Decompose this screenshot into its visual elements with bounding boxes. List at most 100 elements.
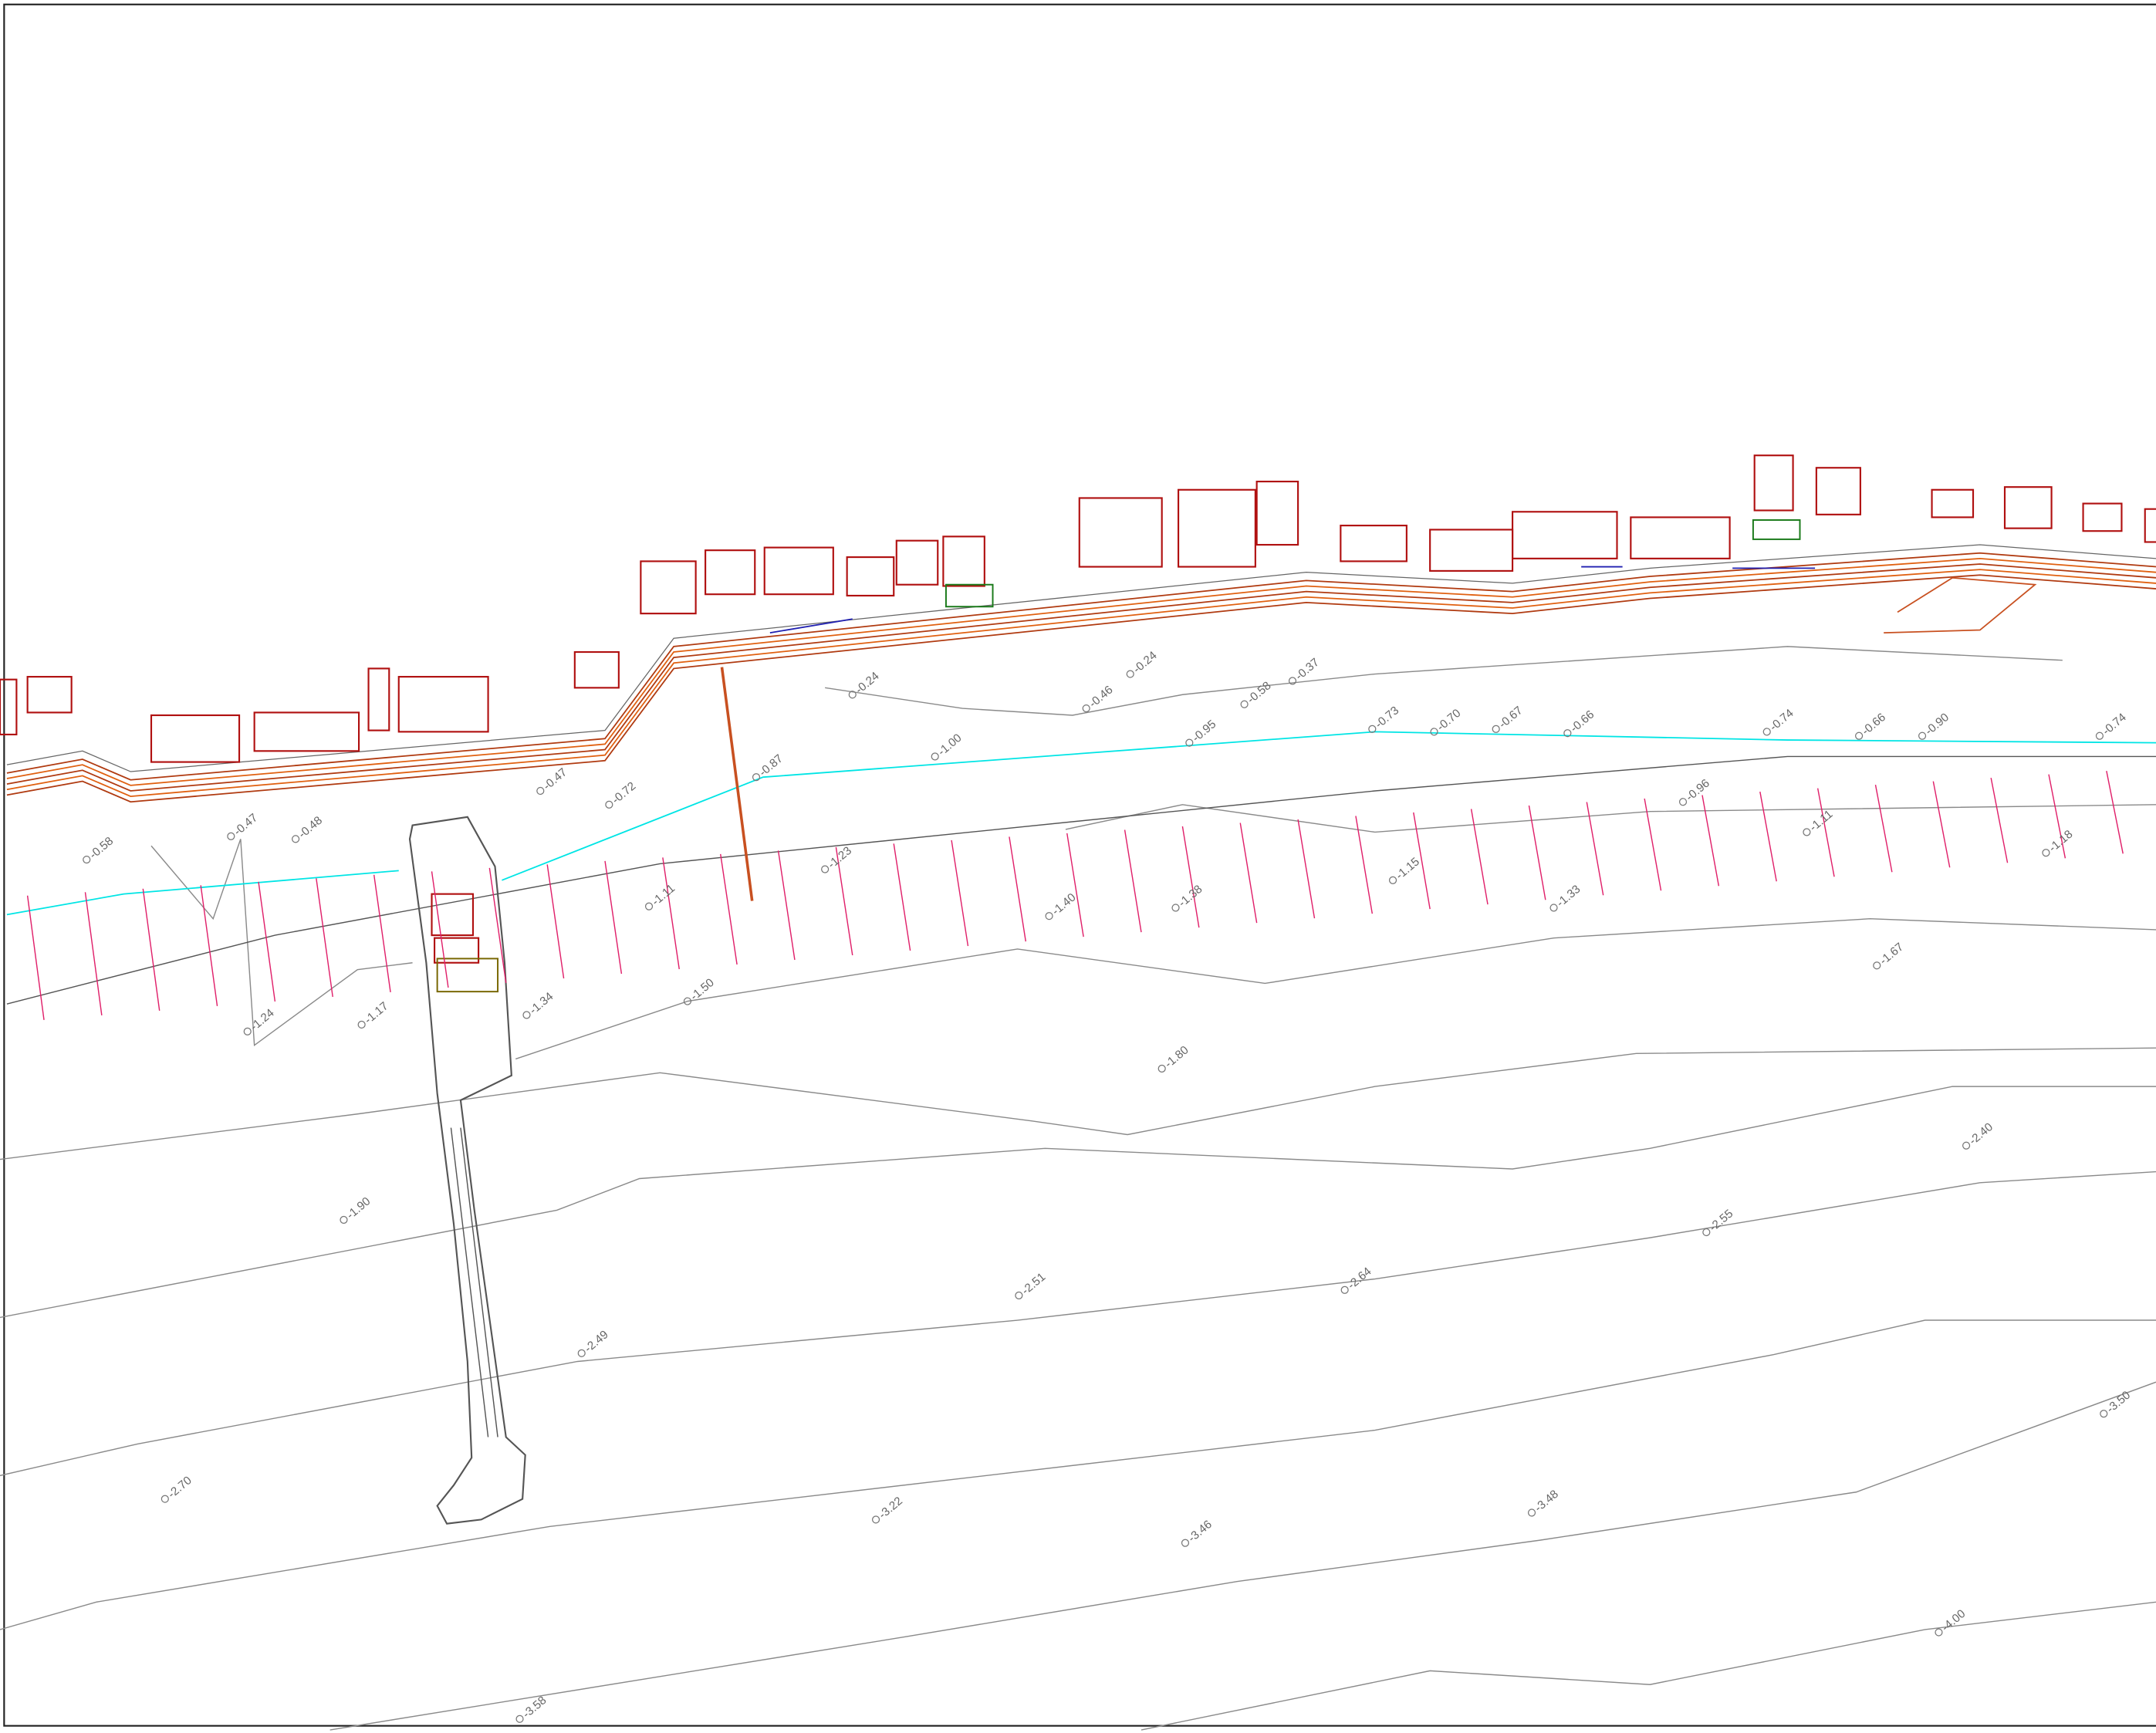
elevation-point: -0.66 [1855,711,1888,740]
elevation-point: -3.22 [871,1495,905,1524]
building [895,539,939,586]
road-edge [1884,576,2037,633]
elevation-label: -1.00 [935,731,964,758]
point-marker [292,835,300,843]
elevation-point: -3.46 [1181,1518,1215,1547]
elevation-point: -1.34 [522,990,556,1019]
elevation-point: -1.11 [1803,808,1835,836]
contour-line [0,1047,2156,1160]
section-mark [1470,809,1489,905]
elevation-point: -3.58 [515,1694,549,1723]
structure [1752,519,1801,540]
building [1078,497,1163,568]
section-mark [1355,816,1374,914]
section-mark [200,885,218,1006]
point-marker [1762,728,1771,736]
elevation-point: -1.80 [1157,1043,1191,1073]
point-marker [683,997,692,1005]
elevation-point: -2.51 [1015,1270,1048,1300]
elevation-label: -1.38 [1176,883,1205,910]
section-mark [720,853,738,965]
elevation-label: -0.74 [2100,711,2128,738]
elevation-point: -2.64 [1340,1265,1374,1294]
elevation-label: -2.40 [1967,1120,1995,1147]
point-marker [1340,1285,1349,1294]
point-marker [357,1020,366,1029]
elevation-point: -0.47 [536,765,569,796]
elevation-point: -0.24 [1126,649,1160,678]
shoreline [502,731,2156,881]
pier-rail [450,1127,489,1437]
elevation-point: -0.96 [1678,777,1712,806]
contour-line [1065,804,2156,833]
elevation-label: -2.55 [1707,1207,1735,1234]
elevation-label: -2.49 [582,1328,610,1355]
section-mark [1124,829,1142,933]
elevation-point: -0.72 [605,779,638,809]
elevation-label: -0.72 [610,779,638,806]
elevation-point: -0.90 [1918,711,1952,740]
elevation-label: -0.66 [1860,711,1888,738]
point-marker [1962,1141,1971,1150]
point-marker [1563,729,1572,738]
point-marker [1126,670,1134,678]
elevation-label: -1.15 [1394,855,1422,882]
building [253,711,360,752]
point-marker [1240,700,1249,708]
point-marker [644,902,654,910]
section-mark [1239,823,1258,924]
point-marker [752,773,761,782]
contour-line [1141,1601,2156,1731]
elevation-point: -1.15 [1388,855,1422,884]
elevation-label: -3.46 [1186,1518,1215,1545]
elevation-label: -0.24 [1130,649,1159,676]
section-mark [951,839,969,947]
section-mark [488,867,507,984]
point-marker [931,752,939,761]
elevation-label: -1.80 [1162,1043,1191,1070]
elevation-point: -2.49 [577,1328,611,1357]
elevation-point: -0.67 [1492,704,1526,733]
point-marker [1935,1628,1943,1637]
contour-line [515,917,2156,1060]
elevation-label: -0.90 [1923,711,1952,738]
elevation-label: -0.74 [1767,707,1796,734]
building [1255,481,1299,546]
elevation-point: -0.47 [227,811,260,840]
building [640,560,697,615]
point-marker [1527,1508,1536,1517]
point-marker [340,1215,348,1225]
point-marker [2100,1410,2108,1418]
point-marker [1388,876,1397,884]
elevation-label: -1.90 [344,1194,373,1221]
elevation-point: -2.40 [1962,1120,1995,1150]
building [2082,502,2123,532]
point-marker [1171,904,1180,912]
elevation-label: -0.48 [296,814,325,841]
section-mark [835,846,853,956]
elevation-point: -4.00 [1935,1607,1968,1637]
elevation-label: -3.48 [1533,1488,1561,1515]
road-edge [6,569,2156,798]
point-marker [1430,728,1438,736]
point-marker [227,832,235,840]
road-edge [6,552,2156,781]
elevation-label: -1.18 [2046,828,2075,855]
section-mark [1066,833,1084,937]
elevation-point: -1.18 [2042,828,2075,857]
point-marker [1803,828,1811,836]
road-edge [6,563,2156,792]
point-marker [1918,731,1927,740]
elevation-point: -3.48 [1527,1488,1561,1517]
point-marker [2095,731,2104,740]
elevation-point: -2.55 [1702,1207,1735,1237]
point-marker [536,786,545,796]
building [1630,516,1731,559]
point-marker [1873,961,1881,970]
section-mark [142,888,161,1011]
point-marker [1185,738,1194,747]
point-marker [515,1714,524,1723]
elevation-label: -1.33 [1554,883,1583,910]
point-marker [2042,849,2050,857]
point-marker [522,1011,531,1019]
